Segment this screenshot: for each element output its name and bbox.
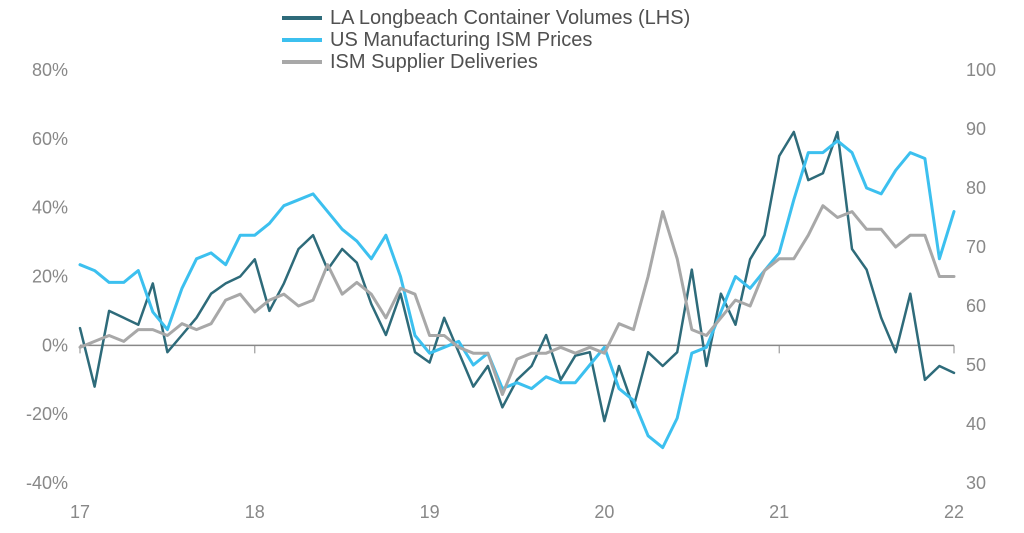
y-right-tick-label: 80 [966,178,986,198]
x-tick-label: 18 [245,502,265,522]
x-tick-label: 21 [769,502,789,522]
x-tick-label: 19 [420,502,440,522]
y-left-tick-label: 40% [32,198,68,218]
legend-label: ISM Supplier Deliveries [330,51,538,73]
y-right-tick-label: 40 [966,414,986,434]
y-right-tick-label: 90 [966,119,986,139]
chart-background [0,0,1024,533]
y-right-tick-label: 60 [966,296,986,316]
y-left-tick-label: 20% [32,267,68,287]
legend-label: US Manufacturing ISM Prices [330,29,592,51]
y-left-tick-label: -20% [26,404,68,424]
y-right-tick-label: 70 [966,237,986,257]
y-right-tick-label: 100 [966,60,996,80]
y-right-tick-label: 50 [966,355,986,375]
legend-label: LA Longbeach Container Volumes (LHS) [330,7,690,29]
y-left-tick-label: 60% [32,129,68,149]
x-tick-label: 22 [944,502,964,522]
y-left-tick-label: 80% [32,60,68,80]
y-right-tick-label: 30 [966,473,986,493]
y-left-tick-label: 0% [42,335,68,355]
line-chart: 17 18 19 20 21 22 -40% -20% 0% 20% 40% 60% 80% 30 40 50… [0,0,1024,533]
x-tick-label: 20 [594,502,614,522]
y-left-tick-label: -40% [26,473,68,493]
x-tick-label: 17 [70,502,90,522]
